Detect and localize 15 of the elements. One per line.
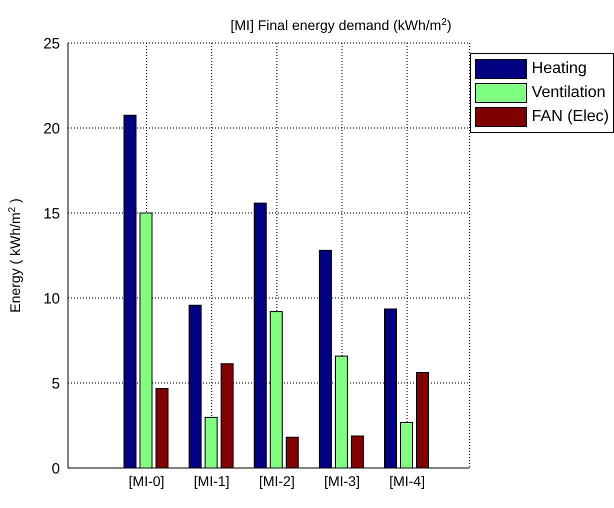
y-tick-label: 10 <box>43 290 60 308</box>
y-tick-label: 20 <box>43 120 60 138</box>
x-tick-label: [MI-1] <box>194 472 230 489</box>
legend-label: FAN (Elec) <box>532 108 609 126</box>
legend-label: Ventilation <box>532 84 606 102</box>
x-tick-label: [MI-0] <box>128 472 164 489</box>
x-tick-label: [MI-2] <box>258 472 295 489</box>
y-tick-label: 5 <box>52 375 60 392</box>
x-tick-label: [MI-4] <box>389 472 425 489</box>
y-tick-label: 15 <box>43 205 60 222</box>
y-tick-label: 0 <box>52 460 60 478</box>
y-tick-label: 25 <box>43 35 60 52</box>
chart-title: [MI] Final energy demand (kWh/m$^{2}$) <box>230 16 452 33</box>
legend-label: Heating <box>532 60 587 78</box>
x-tick-label: [MI-3] <box>324 472 360 489</box>
